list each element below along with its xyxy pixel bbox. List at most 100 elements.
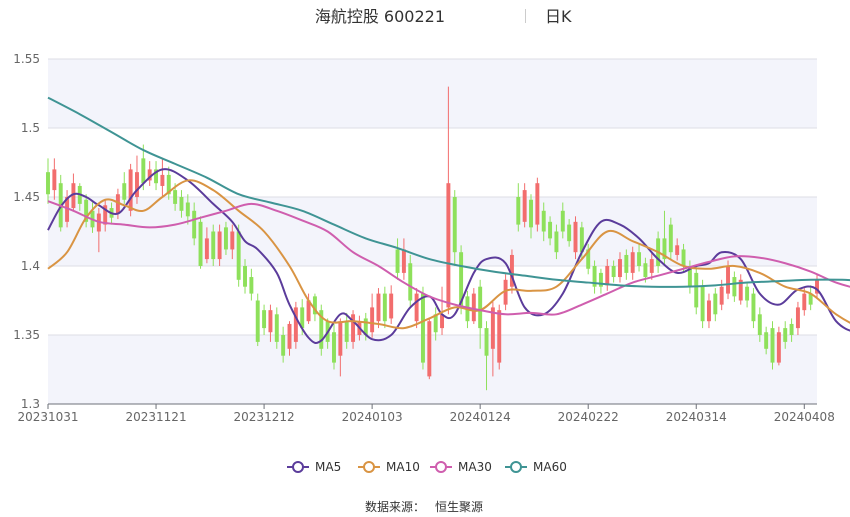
x-tick-label: 20240124 bbox=[450, 410, 511, 424]
chart-title: 海航控股 600221 日K bbox=[315, 7, 572, 26]
candle-body bbox=[262, 310, 267, 329]
stock-name-title: 海航控股 600221 bbox=[315, 7, 445, 26]
candle-body bbox=[459, 252, 464, 308]
candle-body bbox=[376, 293, 381, 322]
candle-body bbox=[204, 238, 209, 260]
candle-body bbox=[687, 266, 692, 287]
grid bbox=[48, 58, 817, 405]
source-value: 恒生聚源 bbox=[435, 500, 483, 514]
x-tick-label: 20231121 bbox=[126, 410, 187, 424]
candle-body bbox=[738, 279, 743, 301]
candle-body bbox=[662, 238, 667, 260]
candle-body bbox=[745, 286, 750, 301]
candle-body bbox=[230, 231, 235, 250]
candle-body bbox=[420, 293, 425, 363]
candle-body bbox=[363, 318, 368, 335]
candle-body bbox=[351, 314, 356, 342]
candle-body bbox=[268, 310, 273, 333]
candles bbox=[46, 86, 819, 391]
candle-body bbox=[567, 224, 572, 242]
candle-body bbox=[637, 252, 642, 266]
candle-body bbox=[706, 300, 711, 322]
candle-body bbox=[401, 249, 406, 273]
legend-item-ma10[interactable]: MA10 bbox=[358, 460, 420, 474]
candle-body bbox=[643, 263, 648, 278]
candle-body bbox=[548, 221, 553, 239]
legend-label: MA60 bbox=[533, 460, 567, 474]
candle-body bbox=[192, 210, 197, 239]
candle-body bbox=[312, 296, 317, 315]
candle-body bbox=[757, 314, 762, 335]
candle-body bbox=[223, 227, 228, 250]
grid-band bbox=[48, 335, 817, 404]
legend[interactable]: MA5 MA10 MA30 MA60 bbox=[287, 460, 567, 474]
candle-body bbox=[579, 227, 584, 253]
candle-body bbox=[141, 158, 146, 184]
candle-body bbox=[713, 293, 718, 315]
legend-label: MA5 bbox=[315, 460, 341, 474]
candle-body bbox=[446, 183, 451, 308]
candle-body bbox=[382, 293, 387, 322]
candle-body bbox=[484, 328, 489, 356]
legend-swatch-marker bbox=[292, 461, 304, 473]
candle-body bbox=[433, 314, 438, 333]
candle-body bbox=[535, 183, 540, 225]
candle-body bbox=[497, 310, 502, 363]
candle-body bbox=[249, 277, 254, 294]
candle-body bbox=[427, 321, 432, 377]
candle-body bbox=[478, 286, 483, 329]
legend-item-ma60[interactable]: MA60 bbox=[505, 460, 567, 474]
legend-item-ma30[interactable]: MA30 bbox=[430, 460, 492, 474]
ma-line-ma5 bbox=[47, 168, 850, 344]
candle-body bbox=[46, 172, 50, 195]
candle-body bbox=[84, 199, 89, 222]
candle-body bbox=[166, 174, 171, 195]
candle-body bbox=[179, 197, 184, 211]
candle-body bbox=[795, 307, 800, 329]
x-tick-label: 20240408 bbox=[774, 410, 835, 424]
candle-body bbox=[135, 172, 139, 197]
candle-body bbox=[395, 249, 400, 273]
y-tick-label: 1.55 bbox=[13, 52, 40, 66]
candle-body bbox=[808, 293, 813, 305]
candle-body bbox=[217, 231, 222, 260]
candle-body bbox=[776, 332, 781, 363]
candle-body bbox=[618, 259, 622, 278]
candle-body bbox=[586, 249, 591, 269]
legend-label: MA30 bbox=[458, 460, 492, 474]
candle-body bbox=[115, 194, 120, 214]
candle-body bbox=[649, 259, 654, 273]
candle-body bbox=[694, 272, 699, 308]
candle-body bbox=[503, 279, 508, 305]
candle-body bbox=[471, 293, 476, 322]
candle-body bbox=[592, 266, 597, 287]
candle-body bbox=[815, 279, 819, 294]
candle-body bbox=[408, 263, 413, 301]
candle-body bbox=[560, 210, 565, 232]
ma-line-ma60 bbox=[47, 96, 850, 288]
candle-body bbox=[255, 300, 260, 342]
candle-body bbox=[344, 321, 349, 342]
candle-body bbox=[300, 307, 305, 329]
ma-line-ma10 bbox=[47, 179, 850, 330]
candle-body bbox=[319, 310, 324, 349]
candle-body bbox=[598, 272, 603, 287]
candle-body bbox=[719, 286, 724, 305]
candle-body bbox=[160, 174, 165, 186]
x-tick-label: 20240222 bbox=[558, 410, 619, 424]
candle-body bbox=[243, 266, 247, 287]
candle-body bbox=[236, 231, 241, 280]
candle-body bbox=[789, 323, 794, 335]
candle-body bbox=[370, 307, 375, 333]
candle-body bbox=[173, 190, 178, 204]
x-tick-label: 20231031 bbox=[17, 410, 78, 424]
candle-body bbox=[509, 254, 514, 287]
candle-body bbox=[783, 328, 788, 342]
candle-body bbox=[147, 169, 152, 181]
data-source: 数据来源： 恒生聚源 bbox=[365, 499, 483, 514]
x-tick-label: 20240314 bbox=[666, 410, 727, 424]
candle-body bbox=[554, 231, 559, 253]
candle-body bbox=[764, 332, 769, 349]
legend-item-ma5[interactable]: MA5 bbox=[287, 460, 341, 474]
